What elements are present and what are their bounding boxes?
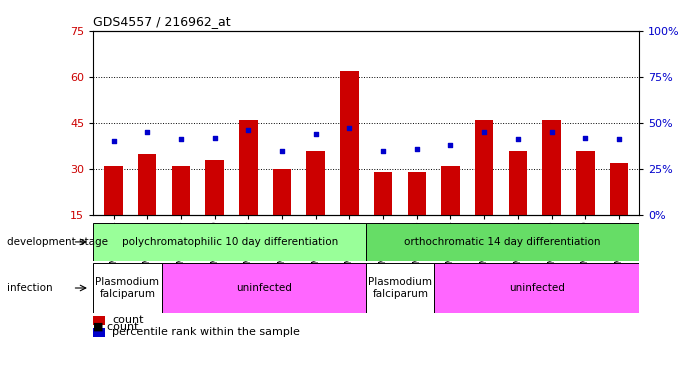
Bar	[306, 151, 325, 215]
Text: uninfected: uninfected	[509, 283, 565, 293]
Point	[411, 146, 422, 152]
Text: infection: infection	[7, 283, 53, 293]
Text: percentile rank within the sample: percentile rank within the sample	[113, 328, 300, 338]
Bar	[239, 120, 258, 215]
Bar	[609, 163, 628, 215]
Bar	[442, 166, 460, 215]
Bar	[408, 172, 426, 215]
Point	[580, 134, 591, 141]
Text: Plasmodium
falciparum: Plasmodium falciparum	[95, 277, 160, 299]
Point	[614, 136, 625, 142]
Bar	[374, 172, 392, 215]
Point	[445, 142, 456, 148]
Bar	[576, 151, 594, 215]
Point	[209, 134, 220, 141]
Text: Plasmodium
falciparum: Plasmodium falciparum	[368, 277, 433, 299]
Bar	[171, 166, 190, 215]
Point	[377, 147, 388, 154]
Bar	[162, 263, 366, 313]
Bar	[93, 328, 105, 337]
Bar	[366, 263, 435, 313]
Text: uninfected: uninfected	[236, 283, 292, 293]
Point	[479, 129, 490, 135]
Point	[243, 127, 254, 133]
Bar	[93, 223, 366, 261]
Bar	[93, 316, 105, 325]
Bar	[93, 263, 162, 313]
Bar	[475, 120, 493, 215]
Text: orthochromatic 14 day differentiation: orthochromatic 14 day differentiation	[404, 237, 601, 247]
Point	[176, 136, 187, 142]
Point	[512, 136, 523, 142]
Bar	[104, 166, 123, 215]
Bar	[138, 154, 156, 215]
Point	[344, 125, 355, 131]
Bar	[542, 120, 561, 215]
Bar	[273, 169, 291, 215]
Text: GDS4557 / 216962_at: GDS4557 / 216962_at	[93, 15, 231, 28]
Text: polychromatophilic 10 day differentiation: polychromatophilic 10 day differentiatio…	[122, 237, 338, 247]
Text: count: count	[113, 315, 144, 325]
Text: development stage: development stage	[7, 237, 108, 247]
Point	[546, 129, 557, 135]
Point	[142, 129, 153, 135]
Point	[108, 138, 119, 144]
Bar	[205, 160, 224, 215]
Bar	[509, 151, 527, 215]
Point	[310, 131, 321, 137]
Bar	[340, 71, 359, 215]
Text: ■ count: ■ count	[93, 321, 139, 331]
Bar	[366, 223, 639, 261]
Bar	[435, 263, 639, 313]
Point	[276, 147, 287, 154]
